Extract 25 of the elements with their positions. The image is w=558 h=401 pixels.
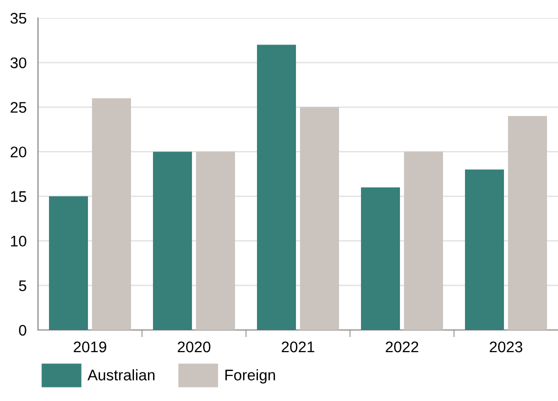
y-tick-label: 10 [11,236,26,247]
bar [256,44,296,330]
bar [196,152,236,330]
bar [360,187,400,330]
bar [300,107,340,330]
x-tick-label: 2021 [282,342,314,352]
bar [92,98,132,330]
y-tick-label: 35 [10,12,26,24]
bar [508,116,548,330]
x-tick-label: 2020 [178,342,210,352]
bar [404,152,444,330]
x-tick-label: 2022 [386,342,418,352]
y-tick-label: 15 [11,191,26,202]
x-tick-label: 2019 [74,342,106,352]
y-tick-label: 20 [10,146,26,158]
y-tick-label: 30 [10,57,26,68]
bar [152,152,192,330]
x-tick-label: 2023 [490,342,522,352]
legend-label: Australian [88,369,154,380]
y-tick-label: 5 [19,280,26,292]
y-tick-label: 25 [10,102,26,113]
legend-label: Foreign [225,369,275,384]
bar [464,170,504,330]
y-tick-label: 0 [18,324,26,336]
bar [48,196,88,330]
